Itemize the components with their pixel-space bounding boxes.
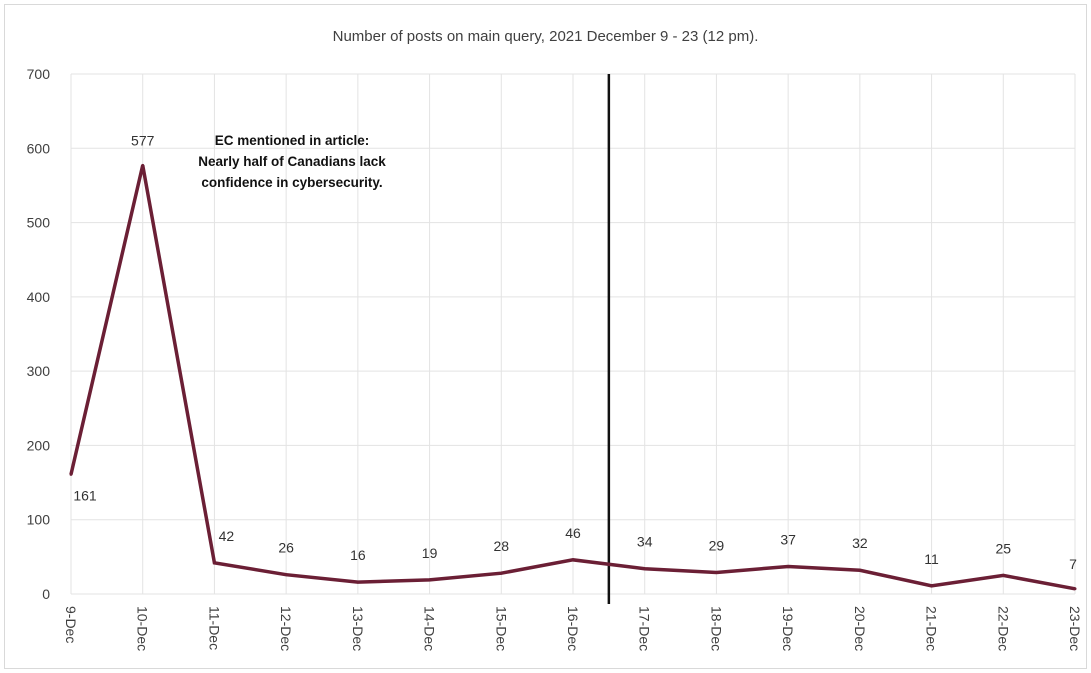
data-label: 11 — [924, 551, 939, 567]
data-label: 7 — [1069, 556, 1077, 572]
data-label: 16 — [350, 547, 366, 563]
series-line — [69, 74, 1077, 604]
data-point — [930, 584, 934, 588]
x-tick-label: 23-Dec — [1067, 606, 1083, 651]
data-label: 29 — [709, 537, 725, 553]
y-tick-label: 700 — [27, 66, 51, 82]
data-label: 577 — [131, 132, 155, 148]
y-tick-label: 200 — [27, 437, 51, 453]
data-labels: 161 577 42 26 16 19 28 46 34 29 37 32 11 25 7 — [73, 132, 1077, 571]
data-label: 161 — [73, 487, 97, 503]
x-tick-label: 9-Dec — [63, 606, 79, 643]
data-point — [212, 561, 216, 565]
x-tick-label: 15-Dec — [493, 606, 509, 651]
y-tick-label: 300 — [27, 363, 51, 379]
data-label: 25 — [995, 540, 1011, 556]
data-point — [1001, 573, 1005, 577]
x-tick-label: 17-Dec — [637, 606, 653, 651]
x-tick-label: 11-Dec — [206, 606, 222, 650]
annotation-line: EC mentioned in article: — [215, 133, 370, 148]
x-tick-label: 20-Dec — [852, 606, 868, 651]
x-tick-label: 10-Dec — [135, 606, 151, 651]
y-tick-label: 100 — [27, 512, 51, 528]
x-tick-label: 13-Dec — [350, 606, 366, 651]
data-label: 19 — [422, 545, 438, 561]
data-point — [141, 163, 145, 167]
data-point — [428, 578, 432, 582]
data-label: 26 — [278, 540, 294, 556]
y-tick-label: 400 — [27, 289, 51, 305]
x-axis-ticks: 9-Dec 10-Dec 11-Dec 12-Dec 13-Dec 14-Dec 15-De… — [63, 606, 1083, 651]
x-tick-label: 12-Dec — [278, 606, 294, 651]
data-label: 32 — [852, 535, 868, 551]
y-tick-label: 0 — [42, 586, 50, 602]
annotation: EC mentioned in article: Nearly half of C… — [198, 133, 386, 190]
data-point — [1073, 587, 1077, 591]
data-point — [643, 567, 647, 571]
data-label: 34 — [637, 534, 653, 550]
chart-frame — [4, 4, 1087, 669]
x-tick-label: 16-Dec — [565, 606, 581, 651]
data-point — [858, 568, 862, 572]
x-tick-label: 22-Dec — [995, 606, 1011, 651]
y-tick-label: 600 — [27, 140, 51, 156]
data-label: 42 — [219, 528, 235, 544]
annotation-line: confidence in cybersecurity. — [201, 175, 382, 190]
data-point — [356, 580, 360, 584]
data-label: 28 — [493, 538, 509, 554]
data-point — [69, 472, 73, 476]
y-axis-ticks: 0 100 200 300 400 500 600 700 — [27, 66, 51, 602]
x-tick-label: 18-Dec — [708, 606, 724, 651]
x-tick-label: 14-Dec — [422, 606, 438, 651]
data-point — [714, 570, 718, 574]
x-tick-label: 21-Dec — [924, 606, 940, 651]
data-point — [571, 558, 575, 562]
data-point — [786, 565, 790, 569]
annotation-line: Nearly half of Canadians lack — [198, 154, 386, 169]
data-point — [284, 573, 288, 577]
x-tick-label: 19-Dec — [780, 606, 796, 651]
data-label: 46 — [565, 525, 581, 541]
y-tick-label: 500 — [27, 215, 51, 231]
data-label: 37 — [780, 532, 796, 548]
chart-title: Number of posts on main query, 2021 Dece… — [332, 28, 759, 45]
gridlines — [70, 73, 1076, 595]
data-point — [499, 571, 503, 575]
